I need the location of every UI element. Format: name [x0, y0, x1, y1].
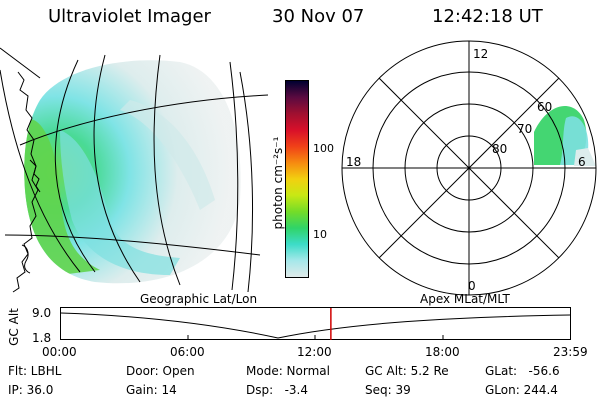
info-glat: GLat: -56.6 [485, 364, 560, 378]
info-glon: GLon: 244.4 [485, 383, 558, 397]
time-tick-1800: 18:00 [425, 345, 460, 359]
colorbar-tick-10: 10 [313, 228, 327, 241]
info-dsp: Dsp: -3.4 [246, 383, 309, 397]
hour-label-18: 18 [346, 155, 361, 169]
gc-alt-curve [60, 312, 571, 339]
mlt-line-diag-2 [378, 77, 560, 259]
lat-label-80: 80 [492, 142, 507, 156]
colorbar-tick-100: 100 [313, 142, 334, 155]
info-gain: Gain: 14 [126, 383, 177, 397]
info-seq: Seq: 39 [365, 383, 411, 397]
colorbar-gradient [286, 81, 308, 277]
info-door: Door: Open [126, 364, 195, 378]
hour-label-6: 6 [578, 155, 586, 169]
uv-image [24, 60, 241, 284]
gc-alt-ymax: 9.0 [32, 306, 52, 320]
time-tick-1200: 12:00 [297, 345, 332, 359]
time-label: 12:42:18 UT [432, 6, 543, 27]
gc-alt-ylabel: GC Alt [7, 308, 21, 346]
info-filter: Flt: LBHL [8, 364, 62, 378]
date-label: 30 Nov 07 [272, 6, 365, 27]
polar-aurora [534, 106, 596, 166]
polar-mlt-plot: 12 18 6 0 60 70 80 [341, 40, 597, 296]
colorbar-unit-label: photon cm⁻²s⁻¹ [271, 136, 285, 230]
time-tick-2359: 23:59 [553, 345, 588, 359]
lat-label-70: 70 [517, 122, 532, 136]
time-tick-0000: 00:00 [42, 345, 77, 359]
coastline [12, 71, 41, 293]
colorbar [285, 80, 309, 278]
caption-apex: Apex MLat/MLT [420, 292, 510, 306]
time-tick-0600: 06:00 [170, 345, 205, 359]
info-mode: Mode: Normal [246, 364, 330, 378]
info-gc-alt: GC Alt: 5.2 Re [365, 364, 449, 378]
instrument-title: Ultraviolet Imager [48, 6, 211, 27]
info-ip: IP: 36.0 [8, 383, 54, 397]
lat-label-60: 60 [537, 100, 552, 114]
gc-alt-strip [60, 307, 571, 340]
geographic-image-panel [0, 47, 269, 293]
lat-lon-grid [0, 47, 269, 293]
gc-alt-frame [60, 307, 571, 340]
gc-alt-ymin: 1.8 [32, 331, 52, 345]
hour-label-0: 0 [468, 279, 476, 293]
hour-label-12: 12 [473, 47, 488, 61]
caption-geographic: Geographic Lat/Lon [140, 292, 258, 306]
